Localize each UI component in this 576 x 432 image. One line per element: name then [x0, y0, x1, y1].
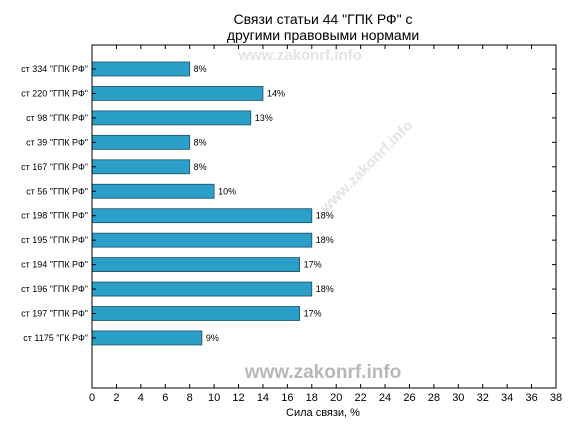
x-tick-label: 4	[138, 392, 144, 404]
bar	[91, 330, 203, 346]
x-tick-label: 38	[550, 392, 562, 404]
bar-value-label: 9%	[206, 333, 219, 343]
y-tick-label: ст 195 "ГПК РФ"	[21, 235, 88, 245]
x-tick-label: 30	[452, 392, 464, 404]
bar	[91, 134, 191, 150]
bar-value-label: 13%	[255, 113, 273, 123]
x-tick-label: 28	[428, 392, 440, 404]
bar-value-label: 8%	[194, 137, 207, 147]
bar-value-label: 17%	[304, 260, 322, 270]
y-tick-label: ст 334 "ГПК РФ"	[21, 64, 88, 74]
bars-group: 8% ст 334 "ГПК РФ" 14% ст 220 "ГПК РФ" 13% ст…	[21, 61, 556, 346]
x-tick-label: 8	[187, 392, 193, 404]
x-tick-label: 20	[330, 392, 342, 404]
plot-frame	[91, 44, 557, 389]
x-tick-label: 36	[525, 392, 537, 404]
y-tick-label: ст 56 "ГПК РФ"	[26, 186, 88, 196]
x-tick-label: 34	[501, 392, 513, 404]
bar	[91, 232, 313, 248]
bar	[91, 257, 300, 273]
bar-value-label: 10%	[218, 186, 236, 196]
bar	[91, 159, 191, 175]
bar-value-label: 17%	[304, 309, 322, 319]
bar-value-label: 18%	[316, 284, 334, 294]
x-tick-label: 26	[403, 392, 415, 404]
bar	[91, 281, 313, 297]
chart-title-line-1: Связи статьи 44 "ГПК РФ" с	[233, 11, 412, 27]
bar	[91, 208, 313, 224]
bar-value-label: 8%	[194, 162, 207, 172]
x-axis: 0 2 4 6 8 10 12 14 16 18 20 22 24 26 28 30 32 34 36 38	[89, 45, 562, 404]
x-axis-label: Сила связи, %	[286, 407, 360, 419]
x-tick-label: 22	[355, 392, 367, 404]
watermark-faint-1: www.zakonrf.info	[237, 47, 362, 64]
x-tick-label: 32	[477, 392, 489, 404]
y-tick-label: ст 194 "ГПК РФ"	[21, 260, 88, 270]
bar	[91, 306, 300, 321]
x-tick-label: 18	[306, 392, 318, 404]
y-tick-label: ст 39 "ГПК РФ"	[26, 137, 88, 147]
x-tick-label: 14	[257, 392, 269, 404]
y-tick-label: ст 198 "ГПК РФ"	[21, 211, 88, 221]
bar	[91, 183, 215, 199]
bar-value-label: 18%	[316, 211, 334, 221]
bar-value-label: 8%	[194, 64, 207, 74]
bar-value-label: 18%	[316, 235, 334, 245]
x-tick-label: 12	[232, 392, 244, 404]
x-tick-label: 10	[208, 392, 220, 404]
bar	[91, 61, 191, 77]
bar	[91, 110, 252, 126]
y-tick-label: ст 196 "ГПК РФ"	[21, 284, 88, 294]
y-tick-label: ст 220 "ГПК РФ"	[21, 88, 88, 98]
bar	[91, 86, 264, 101]
x-tick-label: 2	[113, 392, 119, 404]
y-tick-label: ст 167 "ГПК РФ"	[21, 162, 88, 172]
y-tick-label: ст 197 "ГПК РФ"	[21, 309, 88, 319]
watermark-faint-2: www.zakonrf.info	[316, 117, 416, 217]
x-tick-label: 24	[379, 392, 391, 404]
x-tick-label: 0	[89, 392, 95, 404]
x-tick-label: 6	[162, 392, 168, 404]
chart-title-line-2: другими правовыми нормами	[227, 27, 419, 43]
watermark: www.zakonrf.info	[244, 362, 402, 383]
x-tick-label: 16	[281, 392, 293, 404]
y-tick-label: ст 98 "ГПК РФ"	[26, 113, 88, 123]
y-tick-label: ст 1175 "ГК РФ"	[23, 333, 88, 343]
bar-value-label: 14%	[267, 88, 285, 98]
